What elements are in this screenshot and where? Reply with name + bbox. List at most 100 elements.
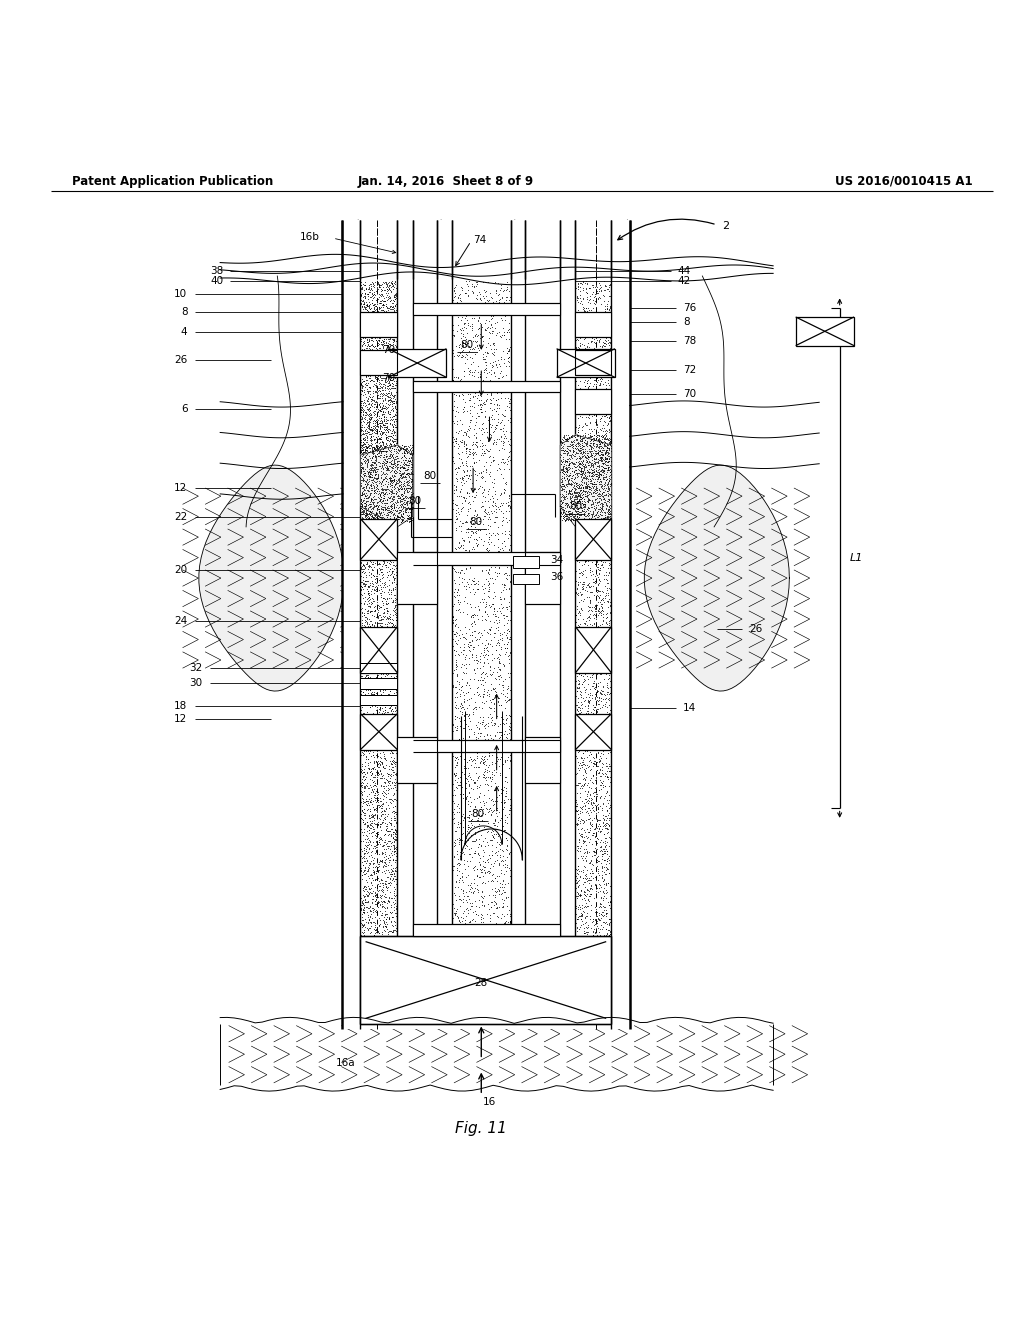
Point — [384, 466, 400, 487]
Point — [359, 441, 376, 462]
Point — [449, 871, 465, 892]
Point — [379, 770, 395, 791]
Point — [492, 673, 508, 694]
Point — [381, 908, 397, 929]
Point — [574, 874, 591, 895]
Point — [383, 502, 399, 523]
Point — [596, 869, 612, 890]
Point — [462, 383, 478, 404]
Point — [387, 354, 403, 375]
Point — [359, 372, 376, 393]
Point — [380, 516, 396, 537]
Point — [381, 523, 397, 544]
Point — [589, 442, 605, 463]
Point — [355, 343, 372, 364]
Point — [464, 630, 480, 651]
Point — [371, 719, 387, 741]
Point — [575, 494, 592, 515]
Point — [361, 830, 378, 851]
Point — [353, 537, 370, 558]
Point — [369, 457, 385, 478]
Point — [358, 837, 375, 858]
Point — [594, 867, 610, 888]
Point — [575, 506, 592, 527]
Point — [589, 795, 605, 816]
Point — [368, 391, 384, 412]
Point — [354, 730, 371, 751]
Point — [384, 915, 400, 936]
Point — [459, 603, 475, 624]
Point — [555, 436, 571, 457]
Point — [454, 911, 470, 932]
Point — [582, 540, 598, 561]
Point — [355, 446, 372, 467]
Point — [364, 321, 380, 342]
Point — [470, 776, 486, 797]
Point — [573, 437, 590, 458]
Point — [489, 408, 506, 429]
Point — [450, 793, 466, 814]
Point — [389, 477, 406, 498]
Point — [589, 478, 605, 499]
Point — [362, 601, 379, 622]
Point — [558, 474, 574, 495]
Point — [561, 480, 578, 502]
Point — [353, 510, 370, 531]
Point — [602, 389, 618, 411]
Point — [370, 383, 386, 404]
Point — [376, 507, 392, 528]
Point — [394, 507, 411, 528]
Point — [471, 682, 487, 704]
Point — [579, 665, 595, 686]
Point — [596, 785, 612, 807]
Point — [360, 447, 377, 469]
Point — [375, 401, 391, 422]
Point — [553, 453, 569, 474]
Point — [400, 490, 417, 511]
Point — [367, 462, 383, 483]
Point — [466, 546, 482, 568]
Point — [376, 463, 392, 484]
Point — [578, 741, 594, 762]
Point — [403, 469, 420, 490]
Point — [382, 354, 398, 375]
Point — [487, 891, 504, 912]
Point — [574, 565, 591, 586]
Point — [593, 355, 609, 376]
Point — [357, 804, 374, 825]
Point — [596, 469, 612, 490]
Point — [453, 826, 469, 847]
Point — [601, 814, 617, 836]
Point — [578, 462, 594, 483]
Point — [388, 393, 404, 414]
Point — [574, 532, 591, 553]
Point — [404, 437, 421, 458]
Point — [568, 466, 585, 487]
Point — [588, 506, 604, 527]
Point — [358, 301, 375, 322]
Point — [365, 491, 381, 512]
Point — [369, 463, 385, 484]
Point — [368, 450, 384, 471]
Point — [485, 477, 502, 498]
Point — [402, 487, 419, 508]
Point — [377, 781, 393, 803]
Point — [595, 793, 611, 814]
Point — [391, 479, 408, 500]
Point — [574, 478, 591, 499]
Point — [382, 296, 398, 317]
Point — [596, 838, 612, 859]
Point — [353, 796, 370, 817]
Point — [601, 411, 617, 432]
Point — [389, 338, 406, 359]
Point — [375, 441, 391, 462]
Point — [358, 391, 375, 412]
Point — [486, 780, 503, 801]
Point — [572, 597, 589, 618]
Point — [378, 334, 394, 355]
Point — [468, 931, 484, 952]
Point — [381, 455, 397, 477]
Point — [486, 793, 503, 814]
Point — [370, 750, 386, 771]
Point — [602, 473, 618, 494]
